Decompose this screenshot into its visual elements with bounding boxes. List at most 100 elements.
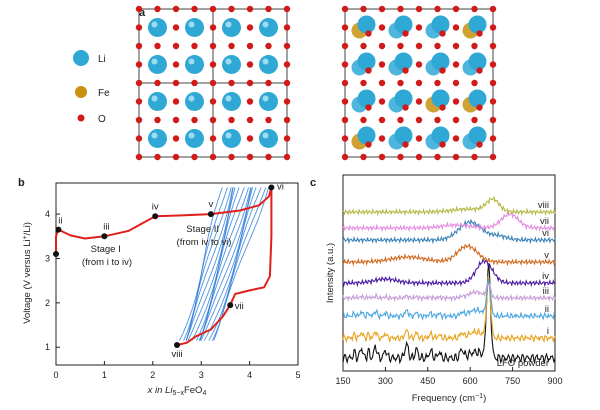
spectrum-vii [342,210,556,233]
li-atom [185,129,204,148]
o-atom [283,24,291,31]
o-atom [135,98,143,105]
o-atom [246,24,254,31]
o-atom [209,5,217,13]
cycle-curve [185,187,234,341]
o-atom [452,42,460,50]
spectrum-label-viii: viii [538,200,549,211]
o-atom [434,153,441,161]
o-atom [209,61,217,68]
o-atom [135,116,143,124]
li-atom [222,55,241,74]
o-atom [283,135,291,142]
o-atom [172,24,180,31]
o-atom [283,116,291,124]
o-atom [378,135,386,142]
panel-c-label: c [310,177,316,189]
o-atom [360,153,367,161]
atom-legend: Li Fe O [73,50,110,125]
state-point-iv [152,213,159,220]
first-cycle-curve [55,186,273,346]
o-atom [172,5,180,13]
o-atom [471,116,478,124]
crystal-structure-pristine [135,5,291,161]
o-atom [341,98,349,105]
li-atom [185,18,204,37]
state-point-ii [55,226,62,233]
raman-spectra-plot: 150 300 450 600 750 900 LFO powderiiiiiiivvvi… [325,174,563,404]
o-atom [209,135,217,142]
cycle-curve [213,187,270,341]
o-atom [365,104,372,111]
o-atom [452,79,460,87]
o-atom [452,61,460,68]
li-atom [394,52,413,71]
o-atom [489,42,497,50]
crystal-structure-delithiated [341,5,497,161]
state-label-viii: viii [171,349,182,360]
spectrum-i [342,276,556,344]
o-atom [415,61,423,68]
li-atom [468,15,487,34]
o-atom [265,153,272,161]
li-atom [148,129,167,148]
li-atom [468,89,487,108]
o-atom [341,135,349,142]
o-atom [265,116,272,124]
spectrum-label-vi: vi [542,228,549,239]
o-atom [191,153,198,161]
li-atom [148,92,167,111]
li-atom [357,52,376,71]
o-atom [246,79,254,87]
li-atom-highlight [188,95,195,102]
stage-2-annotation: Stage II (from iv to vi) [177,224,232,248]
o-atom [135,153,143,161]
state-point-iii [101,233,108,240]
li-atom-highlight [262,21,269,28]
o-atom [439,141,446,148]
cycle-curve [185,187,234,341]
o-atom [228,5,235,13]
li-atom-highlight [225,95,232,102]
o-atom [341,42,349,50]
o-atom [415,135,423,142]
c-x-tick-label: 600 [463,376,478,386]
plot-c-ylabel: Intensity (a.u.) [325,243,336,303]
o-atom [415,5,423,13]
o-atom [471,42,478,50]
cycle-curve [199,187,252,341]
li-atom [431,126,450,145]
o-atom [360,42,367,50]
o-atom [378,116,386,124]
o-atom [228,42,235,50]
cycle-curve [199,187,252,341]
o-atom [476,141,483,148]
li-atom-highlight [262,132,269,139]
o-atom [265,5,272,13]
o-atom [246,153,254,161]
c-x-tick-label: 900 [547,376,562,386]
legend-li-swatch [73,50,89,66]
li-atom [222,92,241,111]
o-atom [378,5,386,13]
o-atom [191,5,198,13]
b-x-tick-label: 2 [150,370,155,380]
li-atom-highlight [225,58,232,65]
li-atom-highlight [151,132,158,139]
o-atom [246,42,254,50]
o-atom [191,79,198,87]
spectrum-label-iii: iii [543,286,549,297]
o-atom [452,98,460,105]
o-atom [246,135,254,142]
o-atom [246,61,254,68]
o-atom [172,153,180,161]
o-atom [378,24,386,31]
plot-b-xlabel: x in Li5−xFeO4 [147,385,207,397]
o-atom [172,98,180,105]
o-atom [439,67,446,74]
o-atom [172,79,180,87]
li-atom [431,52,450,71]
o-atom [489,153,497,161]
o-atom [489,5,497,13]
